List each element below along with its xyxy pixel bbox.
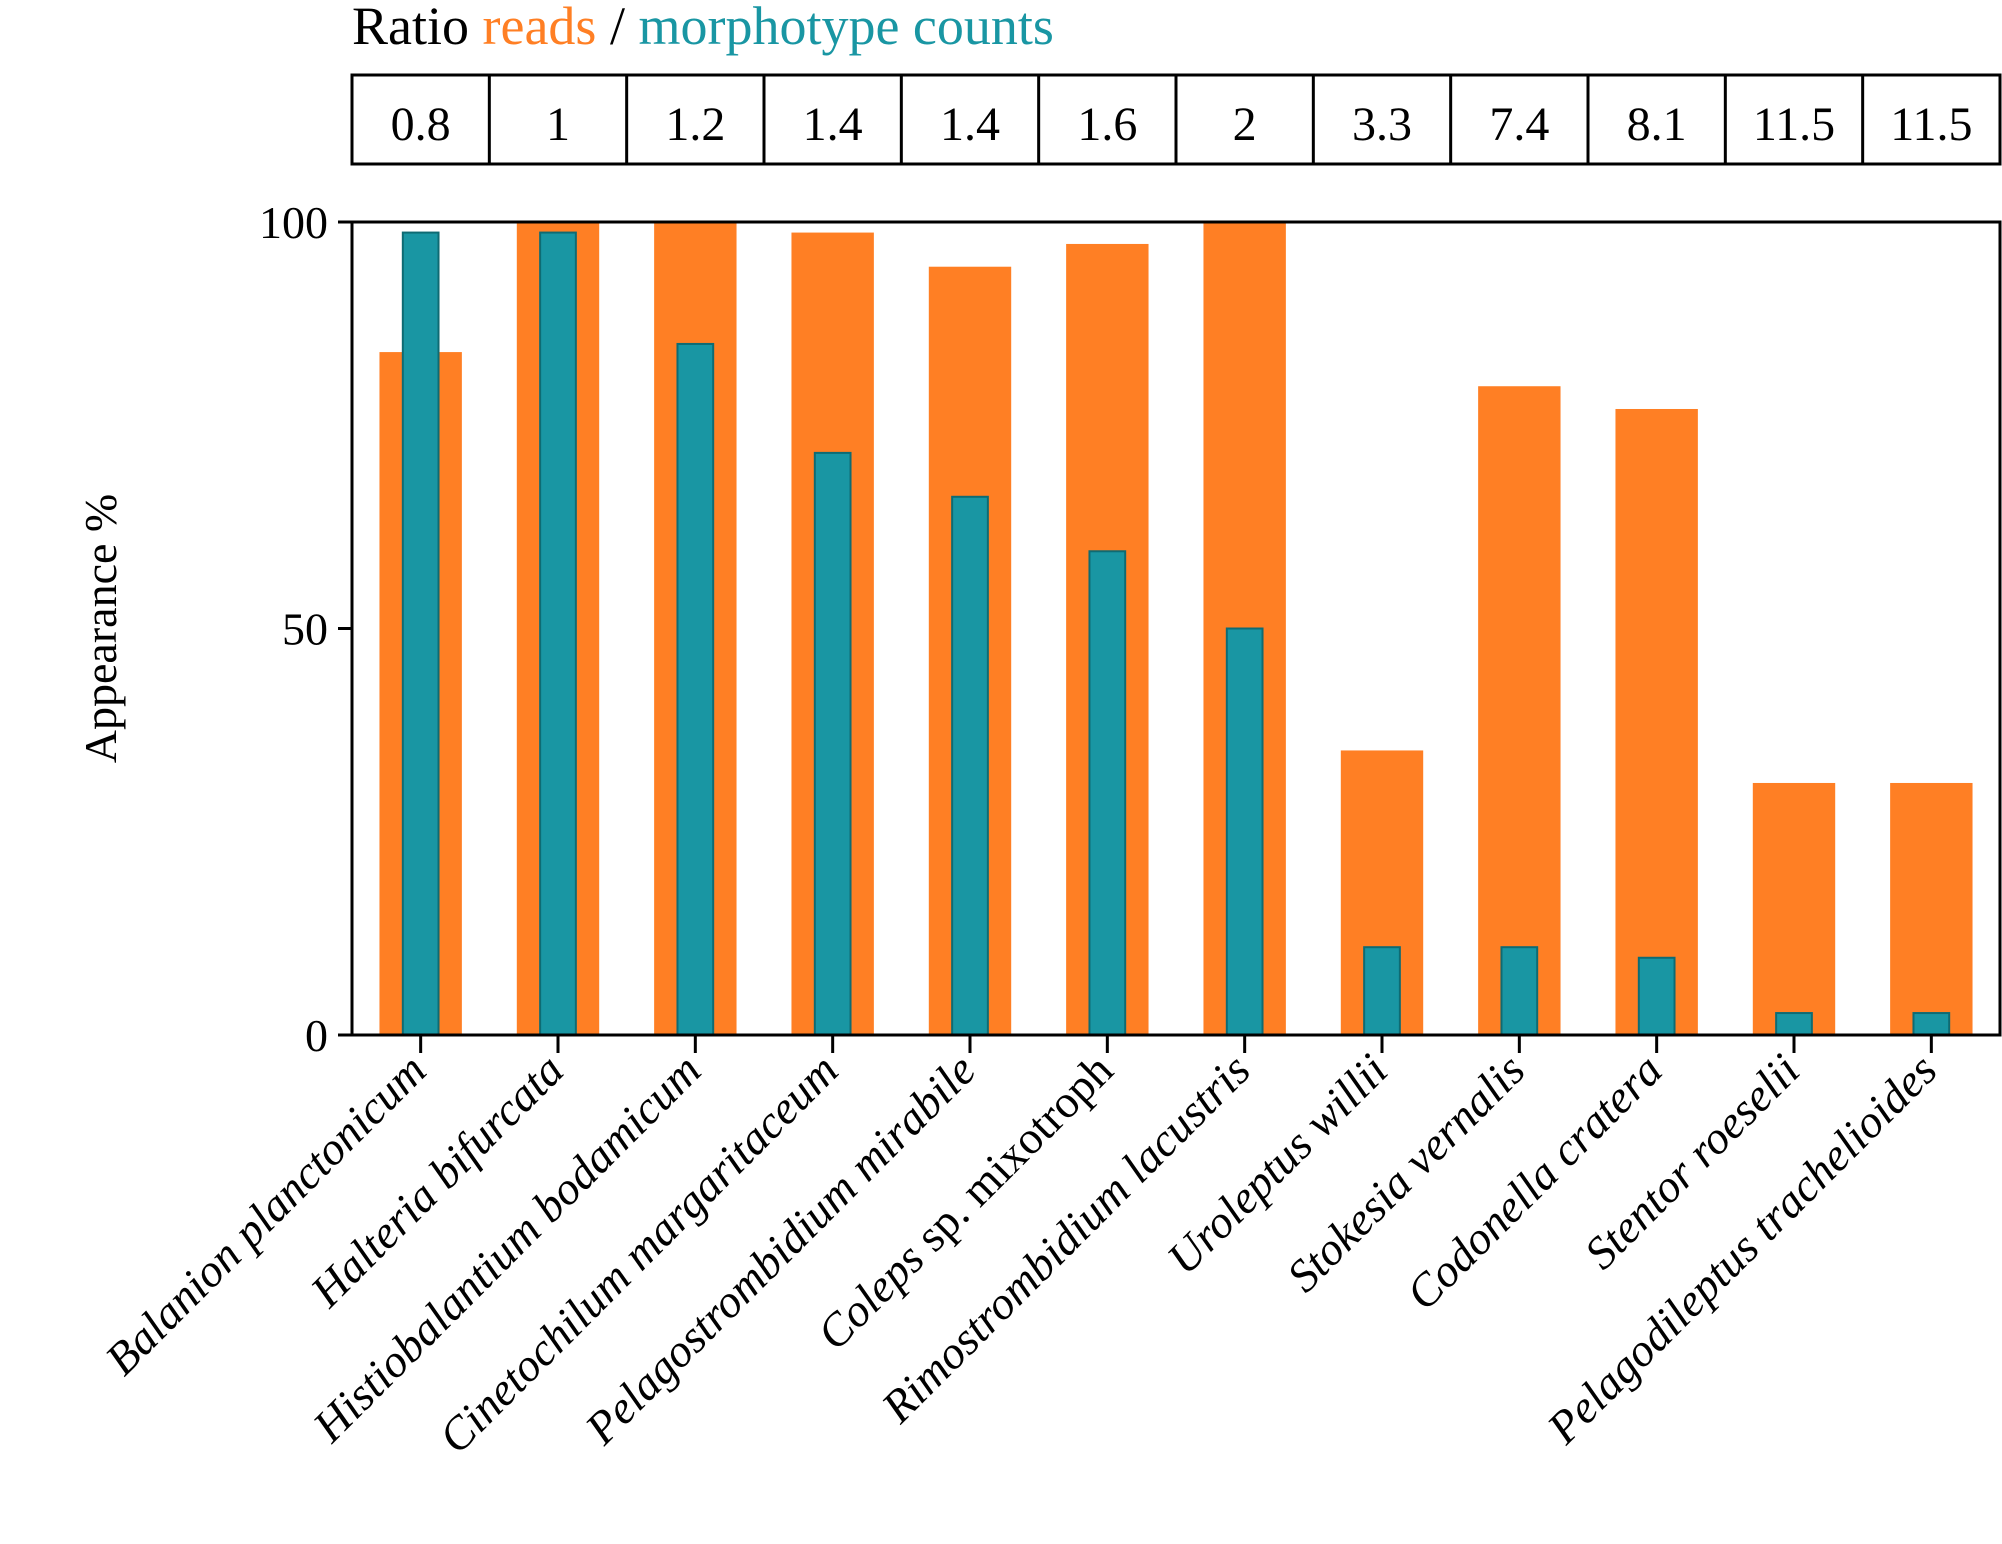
- ratio-value: 3.3: [1352, 98, 1412, 151]
- bar-morphotype-counts: [1225, 627, 1264, 1036]
- ratio-value: 1.4: [803, 98, 863, 151]
- bar-reads: [1478, 386, 1561, 1035]
- ratio-value: 2: [1233, 98, 1257, 151]
- bar-morphotype-counts: [1775, 1012, 1813, 1037]
- ratio-value: 1: [546, 98, 570, 151]
- ratio-value: 1.6: [1077, 98, 1137, 151]
- x-tick-label: Halteria bifurcata: [300, 1044, 573, 1317]
- y-tick-label: 50: [282, 604, 328, 655]
- bar-morphotype-counts: [539, 231, 577, 1037]
- ratio-value: 11.5: [1753, 98, 1835, 151]
- species-name: Stokesia vernalis: [1277, 1044, 1534, 1301]
- y-axis-label: Appearance %: [75, 494, 126, 763]
- bar-morphotype-counts: [1088, 550, 1127, 1036]
- bar-morphotype-counts: [401, 231, 440, 1037]
- header-reads-label: reads: [483, 0, 597, 56]
- species-name: Coleps: [807, 1233, 933, 1359]
- ratio-value: 8.1: [1627, 98, 1687, 151]
- y-axis: 0 50 100: [259, 197, 352, 1061]
- species-name: Codonella cratera: [1396, 1044, 1671, 1319]
- header-counts-label: morphotype counts: [638, 0, 1053, 56]
- bar-reads: [1752, 782, 1836, 1035]
- bar-morphotype-counts: [1500, 946, 1539, 1036]
- header-separator: /: [596, 0, 638, 56]
- x-tick-label: Stokesia vernalis: [1277, 1044, 1534, 1301]
- bar-morphotype-counts: [1637, 956, 1676, 1037]
- ratio-value: 1.4: [940, 98, 1000, 151]
- ratio-value: 11.5: [1890, 98, 1972, 151]
- ratio-value: 7.4: [1489, 98, 1549, 151]
- bars-layer: [379, 222, 1973, 1037]
- bar-morphotype-counts: [1363, 946, 1401, 1036]
- ratio-value: 1.2: [665, 98, 725, 151]
- y-tick-label: 100: [259, 197, 328, 248]
- header-prefix: Ratio: [352, 0, 483, 56]
- bar-morphotype-counts: [813, 451, 852, 1036]
- chart-header: Ratio reads / morphotype counts: [352, 0, 1054, 56]
- bar-morphotype-counts: [1912, 1012, 1951, 1037]
- bar-reads: [1890, 782, 1973, 1035]
- ratio-value: 0.8: [391, 98, 451, 151]
- ratio-table: 0.8 1 1.2 1.4 1.4 1.6 2 3.3 7.4 8.1 11.5 11.5: [350, 73, 2002, 166]
- bar-morphotype-counts: [951, 495, 989, 1036]
- bar-reads: [1615, 408, 1698, 1035]
- x-tick-label: Codonella cratera: [1396, 1044, 1671, 1319]
- species-name: Halteria bifurcata: [300, 1044, 573, 1317]
- bar-morphotype-counts: [676, 342, 715, 1036]
- y-tick-label: 0: [305, 1010, 328, 1061]
